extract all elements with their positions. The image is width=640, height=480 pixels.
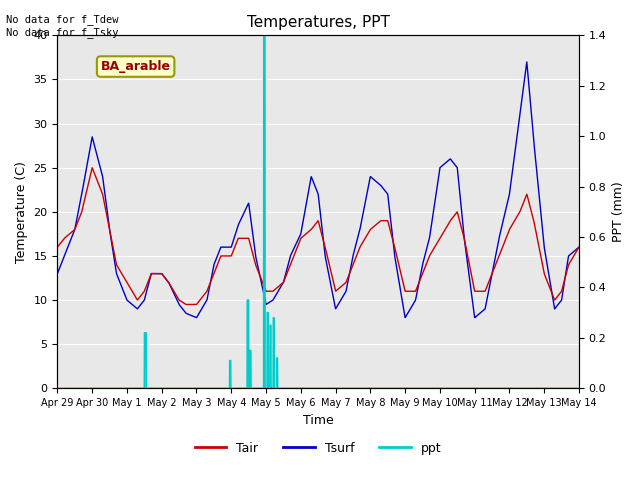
- Y-axis label: PPT (mm): PPT (mm): [612, 181, 625, 242]
- Y-axis label: Temperature (C): Temperature (C): [15, 161, 28, 263]
- Legend: Tair, Tsurf, ppt: Tair, Tsurf, ppt: [190, 437, 446, 460]
- Text: No data for f_Tdew
No data for f_Tsky: No data for f_Tdew No data for f_Tsky: [6, 14, 119, 38]
- Title: Temperatures, PPT: Temperatures, PPT: [247, 15, 390, 30]
- X-axis label: Time: Time: [303, 414, 333, 427]
- Text: BA_arable: BA_arable: [100, 60, 171, 73]
